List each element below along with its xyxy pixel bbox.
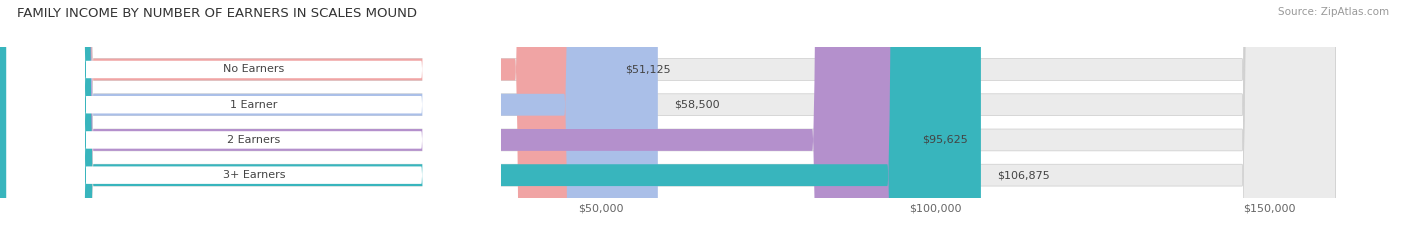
Text: $51,125: $51,125 — [626, 65, 671, 75]
FancyBboxPatch shape — [7, 0, 501, 233]
FancyBboxPatch shape — [0, 0, 905, 233]
FancyBboxPatch shape — [0, 0, 1336, 233]
FancyBboxPatch shape — [0, 0, 1336, 233]
Text: Source: ZipAtlas.com: Source: ZipAtlas.com — [1278, 7, 1389, 17]
FancyBboxPatch shape — [0, 0, 609, 233]
FancyBboxPatch shape — [7, 0, 501, 233]
FancyBboxPatch shape — [7, 0, 501, 233]
Text: $58,500: $58,500 — [675, 100, 720, 110]
FancyBboxPatch shape — [0, 0, 1336, 233]
Text: 2 Earners: 2 Earners — [228, 135, 280, 145]
FancyBboxPatch shape — [7, 0, 501, 233]
Text: $95,625: $95,625 — [922, 135, 969, 145]
Text: No Earners: No Earners — [224, 65, 284, 75]
Text: 1 Earner: 1 Earner — [231, 100, 277, 110]
FancyBboxPatch shape — [0, 0, 658, 233]
FancyBboxPatch shape — [0, 0, 981, 233]
FancyBboxPatch shape — [0, 0, 1336, 233]
Text: FAMILY INCOME BY NUMBER OF EARNERS IN SCALES MOUND: FAMILY INCOME BY NUMBER OF EARNERS IN SC… — [17, 7, 416, 20]
Text: $106,875: $106,875 — [998, 170, 1050, 180]
Text: 3+ Earners: 3+ Earners — [222, 170, 285, 180]
